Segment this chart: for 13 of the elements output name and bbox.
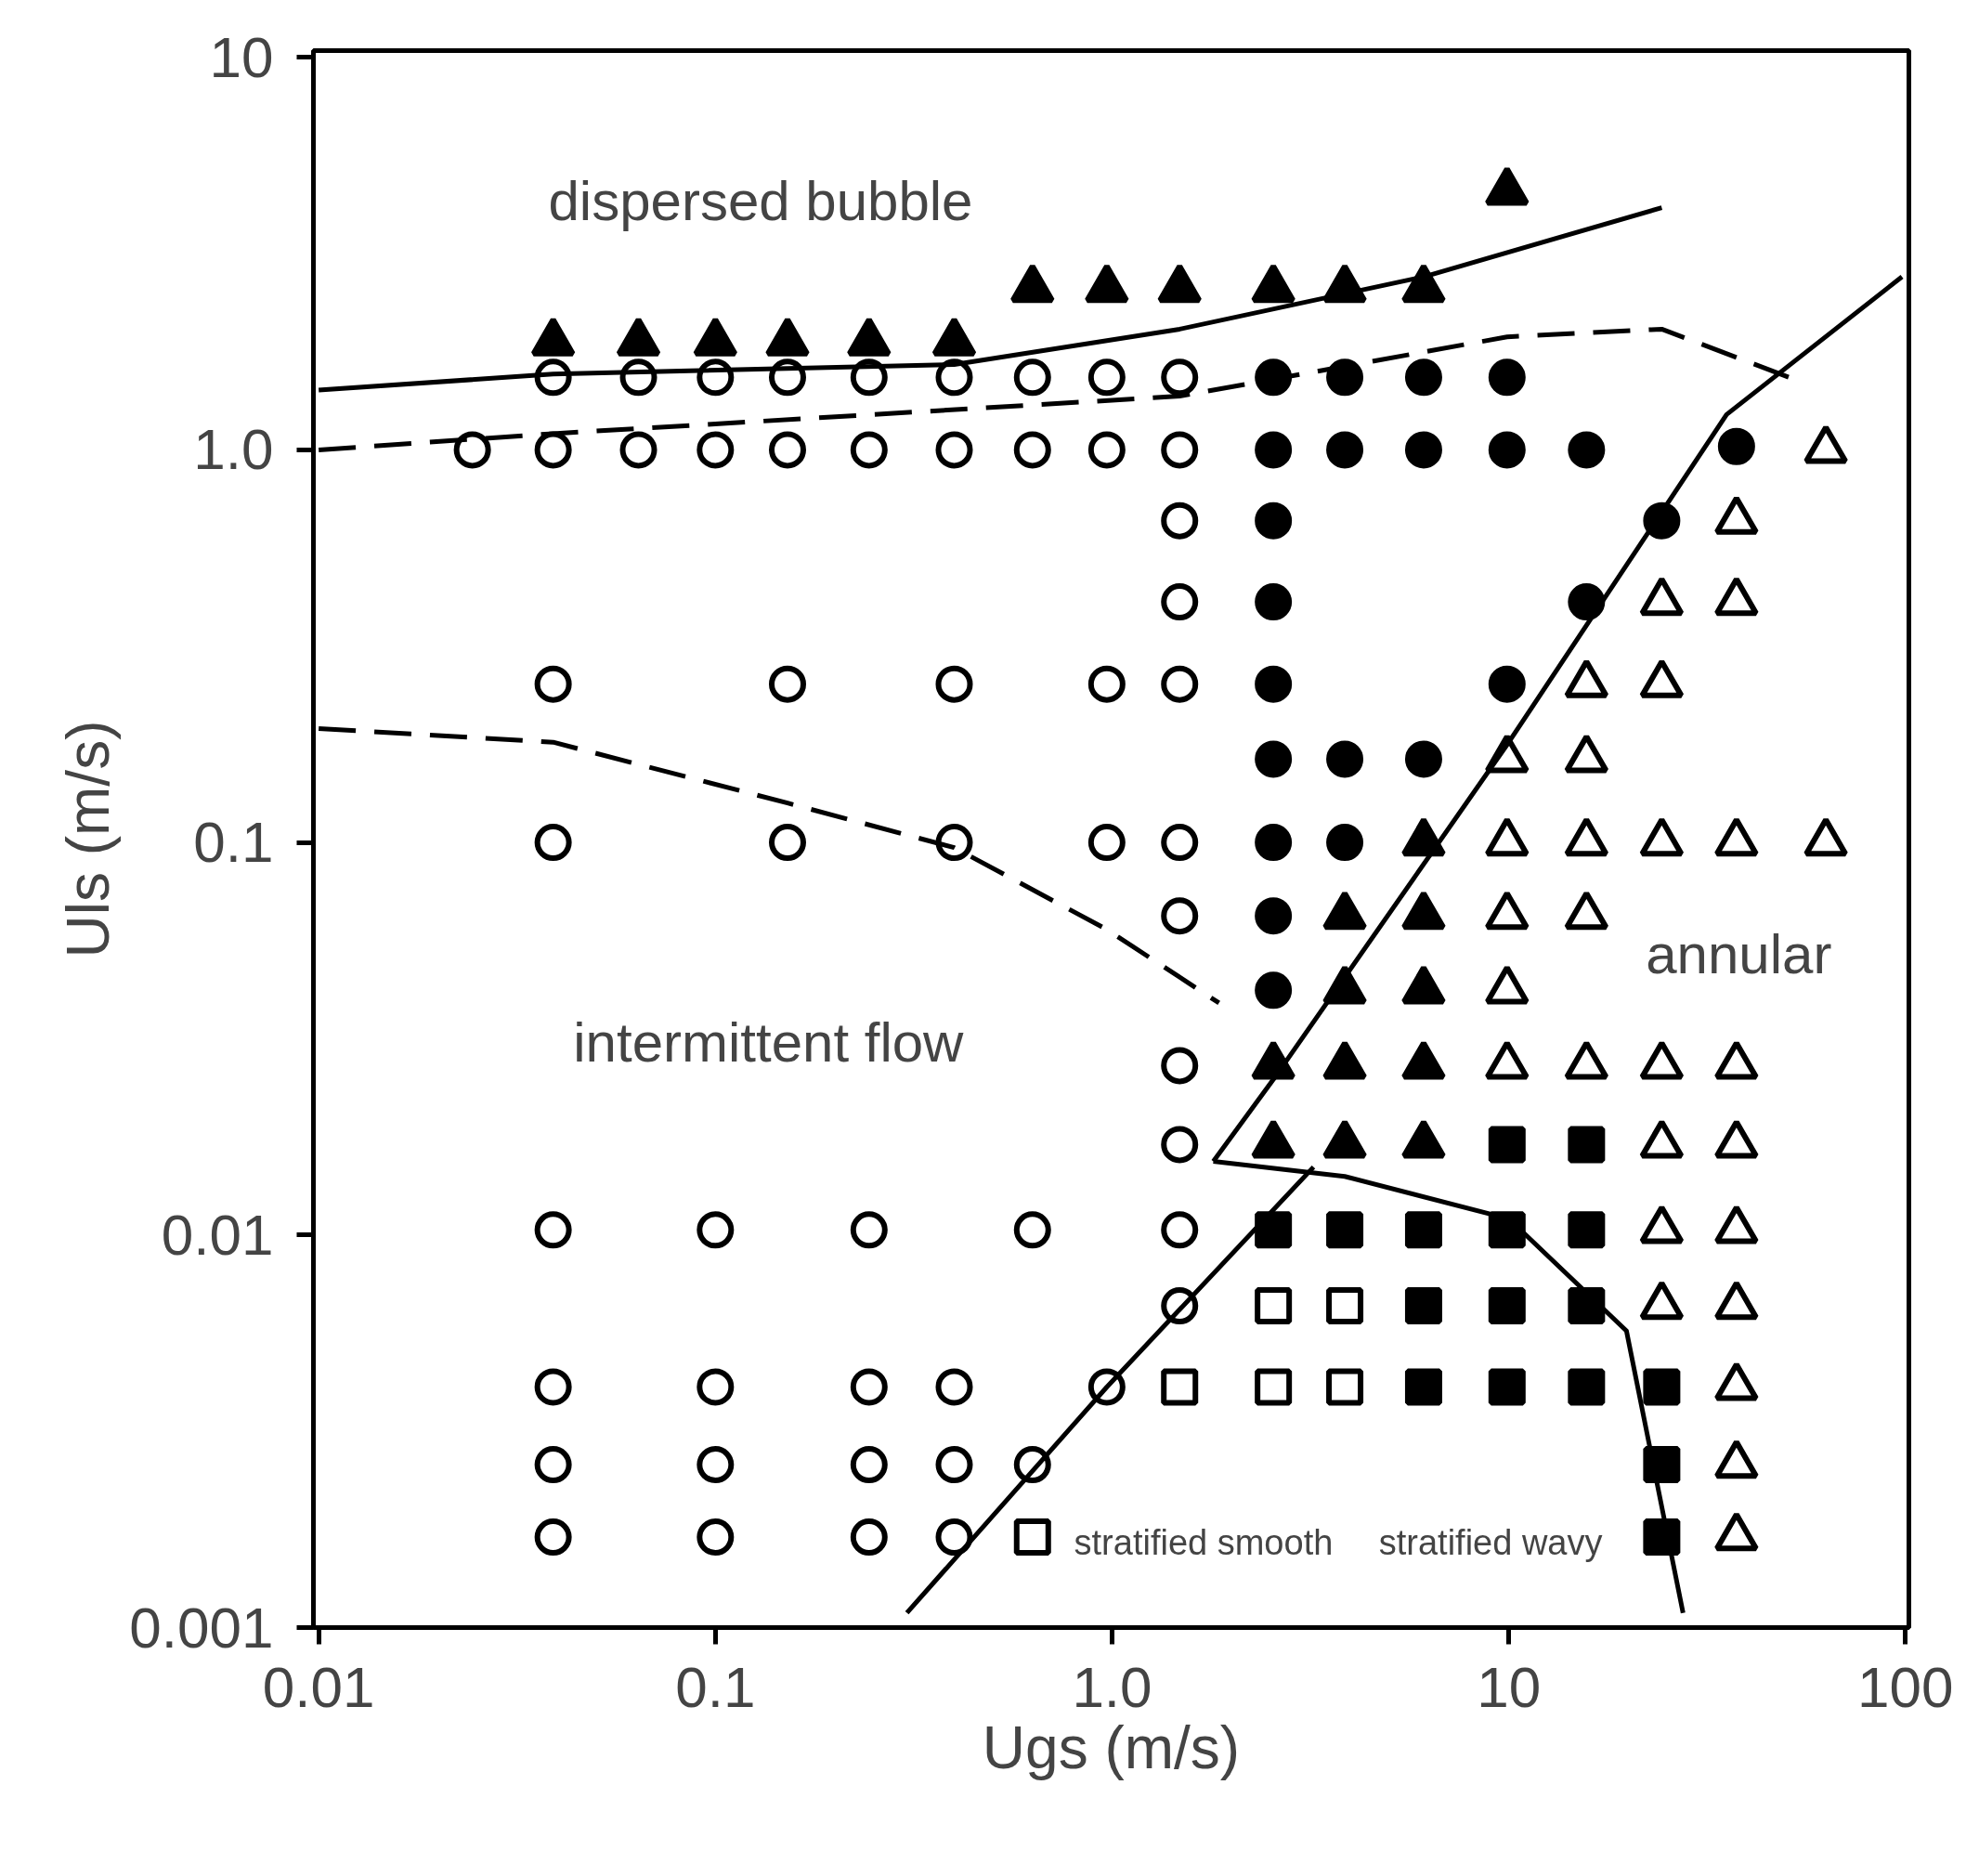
y-tick-label: 1.0 (193, 417, 274, 482)
y-axis-title: Uls (m/s) (55, 720, 123, 958)
x-tick-label: 10 (1477, 1654, 1542, 1719)
y-tick-label: 0.01 (161, 1202, 274, 1267)
annotation: stratified wavy (1378, 1522, 1603, 1562)
x-tick-label: 0.1 (675, 1654, 756, 1719)
annotation: stratified smooth (1074, 1522, 1334, 1562)
x-tick-label: 100 (1857, 1654, 1954, 1719)
annotation: intermittent flow (573, 1010, 965, 1074)
annotation: dispersed bubble (548, 170, 973, 233)
y-tick-label: 0.1 (193, 810, 274, 875)
y-tick-label: 10 (209, 24, 274, 89)
annotation: annular (1646, 922, 1832, 985)
